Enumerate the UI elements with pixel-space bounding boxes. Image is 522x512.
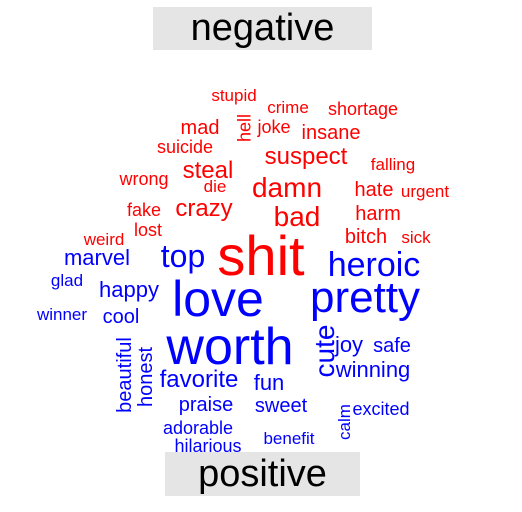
word-crazy: crazy bbox=[175, 195, 232, 222]
word-weird: weird bbox=[83, 230, 125, 249]
word-shit: shit bbox=[217, 224, 305, 287]
word-glad: glad bbox=[51, 271, 83, 290]
word-favorite: favorite bbox=[160, 366, 239, 393]
word-hilarious: hilarious bbox=[174, 436, 241, 456]
word-hell: hell bbox=[234, 114, 254, 142]
word-beautiful: beautiful bbox=[114, 337, 136, 413]
word-fake: fake bbox=[127, 200, 161, 220]
word-sick: sick bbox=[401, 228, 431, 247]
word-calm: calm bbox=[335, 404, 354, 440]
word-cute: cute bbox=[309, 325, 340, 378]
group-label-positive: positive bbox=[165, 452, 360, 496]
word-insane: insane bbox=[302, 122, 361, 144]
word-love: love bbox=[172, 271, 264, 327]
word-winning: winning bbox=[335, 357, 411, 382]
group-label-negative: negative bbox=[153, 7, 372, 50]
word-honest: honest bbox=[135, 347, 157, 407]
word-joy: joy bbox=[334, 332, 363, 357]
word-top: top bbox=[161, 238, 205, 274]
word-marvel: marvel bbox=[64, 245, 130, 270]
word-falling: falling bbox=[371, 155, 415, 174]
word-suicide: suicide bbox=[157, 137, 213, 157]
word-shortage: shortage bbox=[328, 99, 398, 119]
word-hate: hate bbox=[355, 179, 394, 201]
word-bad: bad bbox=[274, 201, 321, 232]
word-worth: worth bbox=[165, 318, 293, 376]
word-cool: cool bbox=[103, 306, 140, 328]
word-benefit: benefit bbox=[263, 429, 314, 448]
word-suspect: suspect bbox=[265, 143, 348, 170]
word-mad: mad bbox=[181, 117, 220, 139]
word-winner: winner bbox=[36, 305, 87, 324]
word-praise: praise bbox=[179, 394, 233, 416]
word-heroic: heroic bbox=[328, 246, 421, 284]
word-happy: happy bbox=[99, 277, 159, 302]
word-steal: steal bbox=[183, 157, 234, 184]
word-sweet: sweet bbox=[255, 395, 308, 417]
word-lost: lost bbox=[134, 220, 162, 240]
word-crime: crime bbox=[267, 98, 309, 117]
word-wrong: wrong bbox=[118, 169, 168, 189]
word-pretty: pretty bbox=[310, 273, 420, 322]
word-stupid: stupid bbox=[211, 86, 256, 105]
word-adorable: adorable bbox=[163, 418, 233, 438]
word-urgent: urgent bbox=[401, 182, 449, 201]
word-harm: harm bbox=[355, 203, 401, 225]
word-bitch: bitch bbox=[345, 226, 387, 248]
word-damn: damn bbox=[252, 172, 322, 203]
word-excited: excited bbox=[352, 399, 409, 419]
word-fun: fun bbox=[254, 370, 285, 395]
word-safe: safe bbox=[373, 335, 411, 357]
word-joke: joke bbox=[256, 117, 290, 137]
word-die: die bbox=[204, 177, 227, 196]
